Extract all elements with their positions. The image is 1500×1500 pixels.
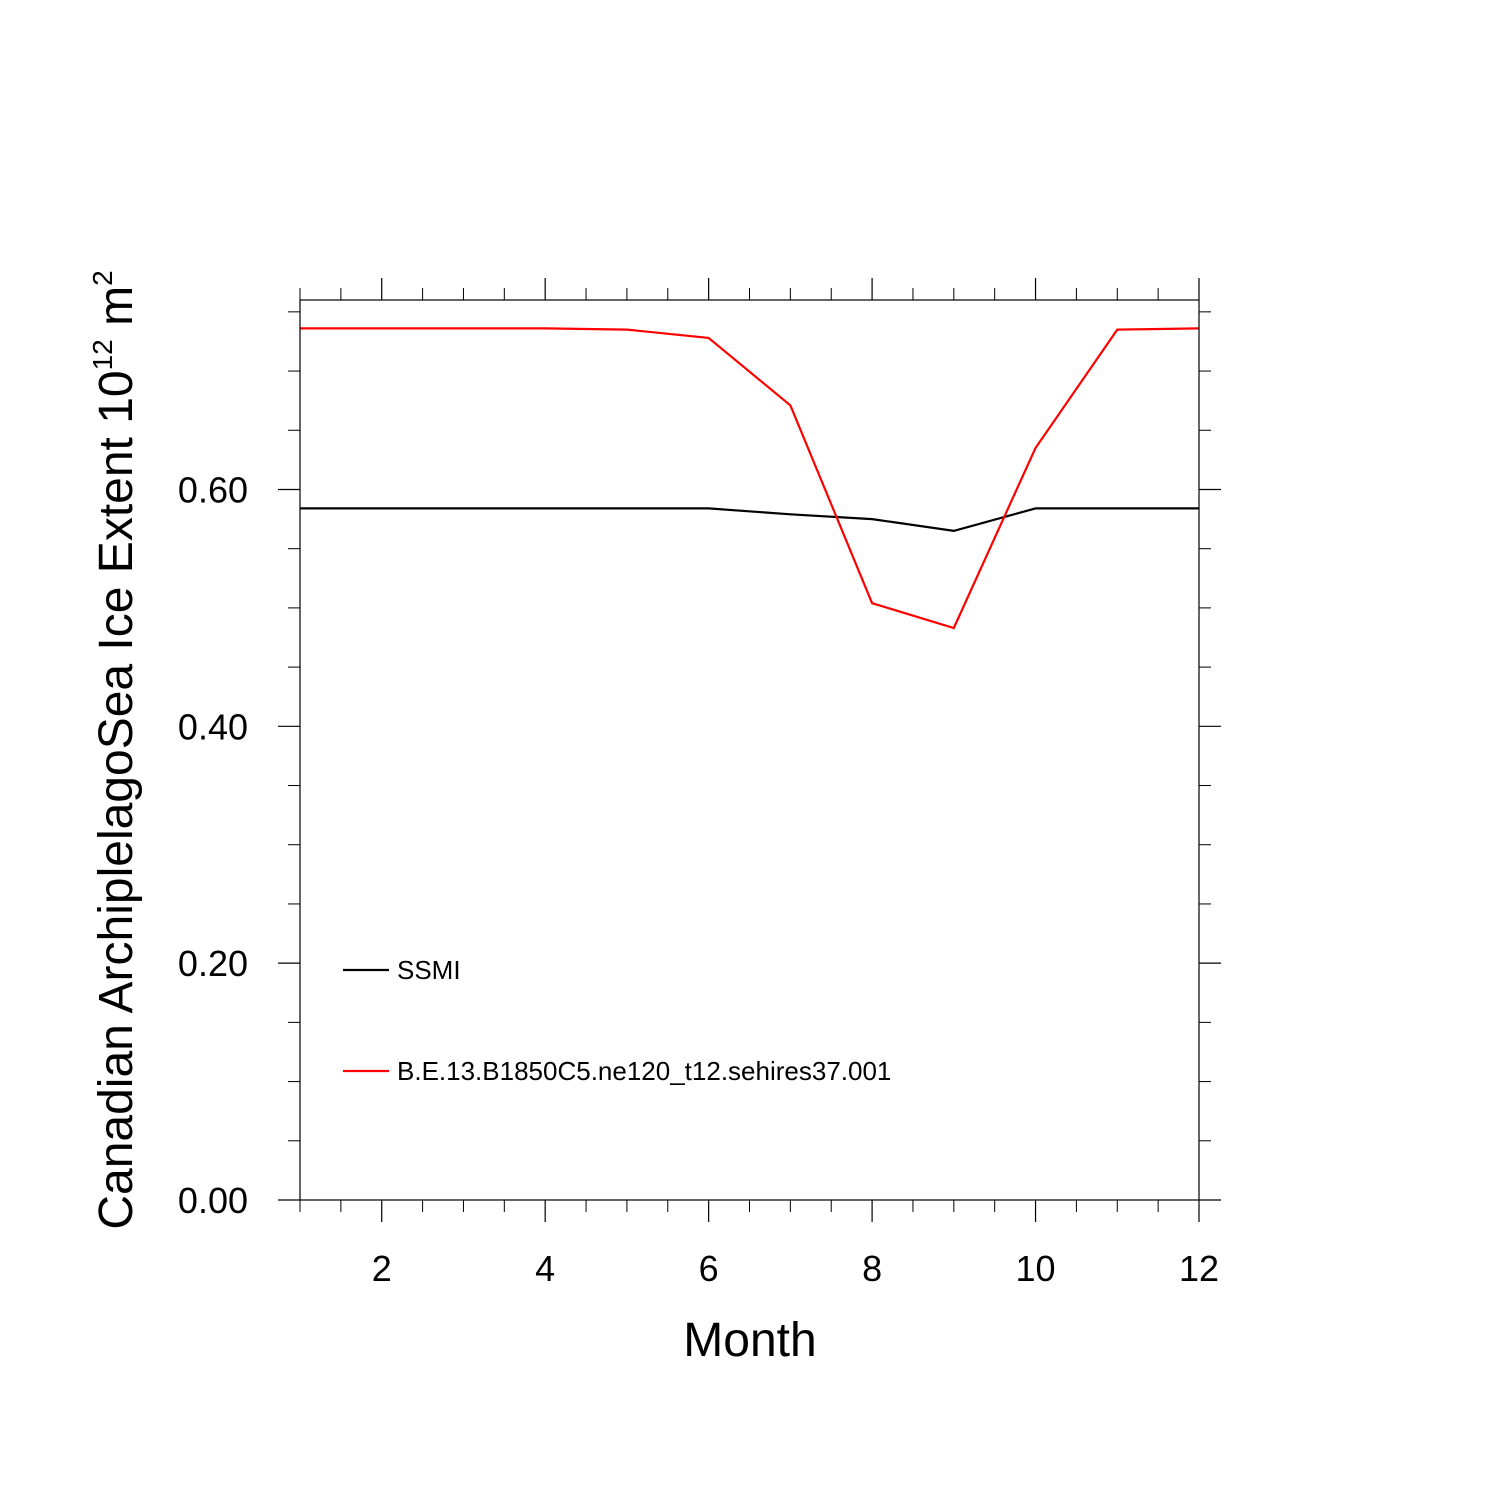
y-axis-title-unit: m xyxy=(90,286,143,339)
legend: SSMI B.E.13.B1850C5.ne120_t12.sehires37.0… xyxy=(343,955,891,1086)
x-tick-label: 12 xyxy=(1179,1248,1219,1289)
legend-label: SSMI xyxy=(397,955,461,985)
y-tick-label: 0.20 xyxy=(178,943,248,984)
y-tick-labels: 0.00 0.20 0.40 0.60 xyxy=(178,469,248,1221)
y-axis-title: Canadian ArchiplelagoSea Ice Extent 1012… xyxy=(87,270,143,1229)
y-axis-title-text: Canadian ArchiplelagoSea Ice Extent 10 xyxy=(90,370,143,1229)
x-tick-labels: 2 4 6 8 10 12 xyxy=(372,1248,1219,1289)
plot-frame xyxy=(299,299,1200,1201)
x-axis-title: Month xyxy=(683,1314,816,1367)
x-tick-label: 2 xyxy=(372,1248,392,1289)
legend-label: B.E.13.B1850C5.ne120_t12.sehires37.001 xyxy=(397,1056,891,1086)
y-axis-title-unit-exponent: 2 xyxy=(87,270,118,286)
series-line-ssmi xyxy=(300,507,1199,533)
series-lines xyxy=(300,327,1200,630)
y-tick-label: 0.60 xyxy=(178,469,248,510)
x-tick-label: 8 xyxy=(862,1248,882,1289)
x-tick-label: 10 xyxy=(1016,1248,1056,1289)
y-axis-title-exponent: 12 xyxy=(87,339,118,370)
y-tick-label: 0.40 xyxy=(178,706,248,747)
y-tick-label: 0.00 xyxy=(178,1180,248,1221)
x-tick-label: 4 xyxy=(535,1248,555,1289)
minor-ticks xyxy=(288,288,1211,1212)
major-ticks xyxy=(278,278,1221,1222)
x-tick-label: 6 xyxy=(699,1248,719,1289)
series-line-model xyxy=(300,327,1200,630)
